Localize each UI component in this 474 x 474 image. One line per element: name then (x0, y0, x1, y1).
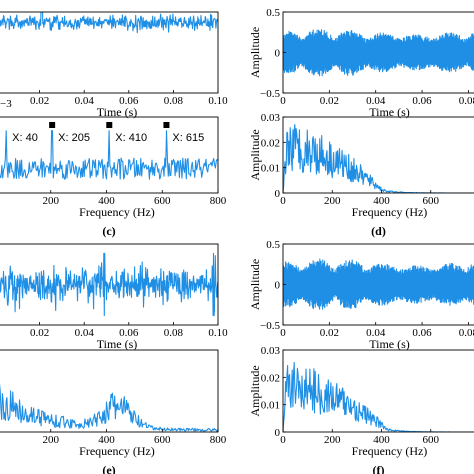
x-tick-label: 0.06 (412, 327, 432, 339)
x-axis-label: Frequency (Hz) (352, 205, 428, 219)
x-tick-label: 400 (98, 195, 115, 207)
y-tick-label: 0 (275, 48, 281, 60)
x-tick-label: 400 (98, 434, 115, 446)
signal-line-a (0, 12, 218, 34)
exponent-note: −3 (0, 98, 12, 110)
x-axis-label: Frequency (Hz) (79, 205, 155, 219)
y-tick-label: 0.02 (261, 372, 280, 384)
y-tick-label: 0.03 (261, 112, 281, 124)
signal-line-d (283, 124, 474, 193)
x-axis-label: Frequency (Hz) (79, 444, 155, 458)
x-tick-label: 0.04 (75, 327, 95, 339)
axes-frame-a (0, 11, 219, 94)
datatip-label: X: 205 (58, 132, 90, 144)
x-tick-label: 600 (423, 195, 440, 207)
y-axis-label: Amplitude (248, 259, 262, 310)
x-axis-label: Frequency (Hz) (352, 444, 428, 458)
x-tick-label: 200 (324, 195, 341, 207)
y-tick-label: 0.01 (261, 163, 280, 175)
panel-d: 0 200 400 600 0.03 0.02 0.01 0 Frequency (Hz) Amp… (248, 112, 474, 238)
panel-e: 0.02 0.04 0.06 0.08 0.10 Time (s) (0, 243, 228, 351)
x-tick-label: 0.02 (320, 327, 339, 339)
x-tick-label: 600 (423, 434, 440, 446)
x-tick-label: 0.08 (164, 95, 184, 107)
x-tick-label: 600 (154, 195, 171, 207)
y-tick-label: 0.01 (261, 400, 280, 412)
x-tick-label: 600 (154, 434, 171, 446)
panel-caption: (d) (371, 224, 386, 238)
y-tick-label: 0 (275, 427, 281, 439)
x-tick-label: 0.08 (459, 327, 474, 339)
y-tick-label: 0 (275, 188, 281, 200)
panel-a: 0.02 0.04 0.06 0.08 0.10 Time (s) −3 (0, 11, 228, 119)
panel-caption: (f) (373, 463, 385, 474)
y-axis-label: Amplitude (248, 365, 262, 416)
x-tick-label: 200 (43, 434, 60, 446)
x-tick-label: 800 (210, 195, 227, 207)
x-axis-label: Time (s) (97, 337, 138, 351)
x-tick-label: 0 (280, 95, 286, 107)
x-tick-label: 400 (373, 434, 390, 446)
x-tick-label: 0.04 (366, 327, 386, 339)
x-tick-label: 400 (373, 195, 390, 207)
x-tick-label: 0.06 (119, 327, 139, 339)
x-axis-label: Time (s) (369, 337, 410, 351)
signal-line-c (0, 130, 218, 180)
datatip-label: X: 410 (115, 132, 147, 144)
panel-g: 200 400 600 800 Frequency (Hz) (e) (0, 349, 227, 474)
signal-line-e (0, 252, 218, 317)
x-tick-label: 0.02 (320, 95, 339, 107)
x-tick-label: 0.02 (30, 95, 49, 107)
datatip-marker (49, 122, 56, 128)
x-tick-label: 200 (43, 195, 60, 207)
axes-frame-e (0, 243, 219, 326)
x-tick-label: 0.10 (208, 95, 228, 107)
x-tick-label: 0 (280, 195, 286, 207)
x-tick-label: 0.06 (119, 95, 139, 107)
y-tick-label: 0.03 (261, 345, 281, 357)
x-tick-label: 0.08 (459, 95, 474, 107)
x-axis-label: Time (s) (369, 105, 410, 119)
panel-h: 0 200 400 600 0.03 0.02 0.01 0 Frequency (Hz) Amp… (248, 345, 474, 474)
datatip-marker (163, 122, 170, 128)
y-tick-label: 0.5 (266, 7, 280, 19)
signal-line-g (0, 383, 218, 432)
y-tick-label: 0.5 (266, 239, 280, 251)
y-tick-label: −0.5 (260, 88, 280, 100)
x-tick-label: 0 (280, 434, 286, 446)
signal-line-b (283, 29, 474, 77)
x-tick-label: 800 (210, 434, 227, 446)
datatip-label: X: 615 (172, 132, 204, 144)
x-axis-label: Time (s) (97, 105, 138, 119)
x-tick-label: 0.04 (75, 95, 95, 107)
y-axis-label: Amplitude (248, 27, 262, 78)
y-tick-label: 0.02 (261, 137, 280, 149)
x-tick-label: 0.06 (412, 95, 432, 107)
panel-caption: (c) (102, 224, 115, 238)
signal-line-f (283, 258, 474, 310)
x-tick-label: 0 (280, 327, 286, 339)
x-tick-label: 200 (324, 434, 341, 446)
y-tick-label: 0 (275, 280, 281, 292)
x-tick-label: 0.10 (208, 327, 228, 339)
y-tick-label: −0.5 (260, 320, 280, 332)
x-tick-label: 0.02 (30, 327, 49, 339)
x-tick-label: 0.04 (366, 95, 386, 107)
signal-line-h (283, 361, 474, 432)
panel-caption: (e) (102, 463, 115, 474)
panel-c: 200 400 600 800 Frequency (Hz) (c) X: 40 X: 205… (0, 116, 227, 238)
datatip-marker (106, 122, 113, 128)
y-axis-label: Amplitude (248, 129, 262, 180)
datatip-label: X: 40 (12, 132, 38, 144)
x-tick-label: 0.08 (164, 327, 184, 339)
